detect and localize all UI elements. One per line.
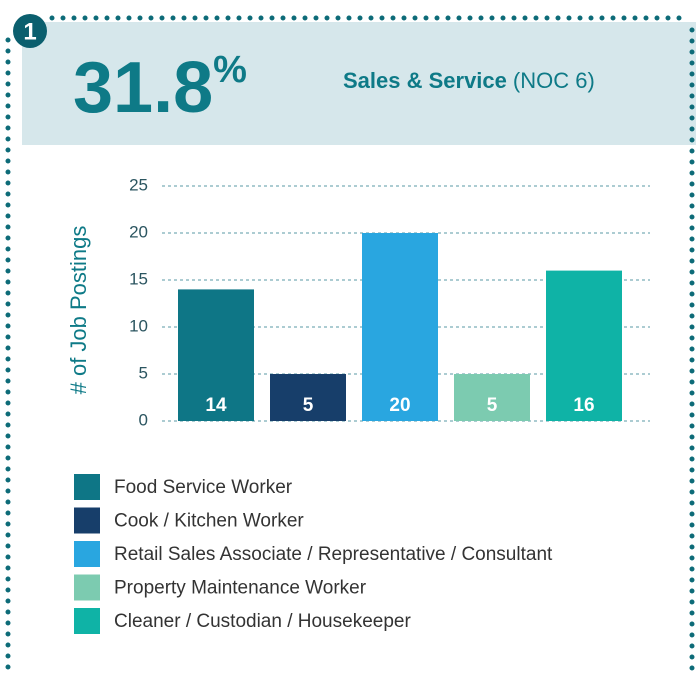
bar (270, 374, 346, 421)
y-tick-label: 25 (129, 175, 148, 194)
bar (454, 374, 530, 421)
bar (546, 270, 622, 421)
data-label: 14 (205, 395, 227, 416)
code: (NOC 6) (513, 68, 595, 93)
data-label: 16 (573, 395, 594, 416)
y-tick-label: 15 (129, 269, 148, 288)
legend-swatch (74, 474, 100, 500)
bar (178, 289, 254, 421)
bar (362, 233, 438, 421)
y-tick-label: 5 (139, 363, 148, 382)
legend-swatch (74, 541, 100, 567)
legend-label: Cleaner / Custodian / Housekeeper (114, 611, 411, 632)
legend-label: Food Service Worker (114, 477, 293, 498)
data-label: 5 (487, 395, 498, 416)
y-tick-label: 10 (129, 316, 148, 335)
headline: 31.8% (73, 48, 247, 128)
y-tick-label: 20 (129, 222, 148, 241)
legend-label: Property Maintenance Worker (114, 578, 367, 599)
badge-number: 1 (23, 18, 36, 45)
legend-label: Cook / Kitchen Worker (114, 511, 304, 532)
badge (13, 14, 47, 48)
legend-swatch (74, 574, 100, 601)
legend-label: Retail Sales Associate / Representative … (114, 544, 553, 565)
data-label: 20 (389, 395, 410, 416)
header-band (22, 22, 696, 145)
headline-value: 31.8 (73, 48, 213, 128)
y-axis-label: # of Job Postings (66, 226, 91, 395)
header-title: Sales & Service (NOC 6) (343, 68, 595, 93)
legend-swatch (74, 608, 100, 634)
data-label: 5 (303, 395, 314, 416)
y-tick-label: 0 (139, 410, 148, 429)
title: Sales & Service (343, 68, 507, 93)
headline-unit: % (213, 49, 247, 91)
legend-swatch (74, 507, 100, 534)
